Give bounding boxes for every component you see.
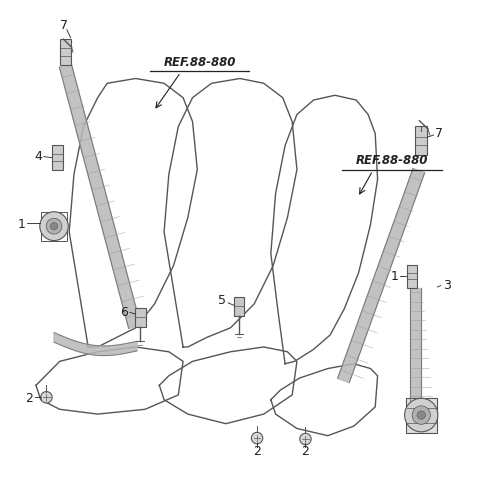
Text: 2: 2 xyxy=(25,391,33,404)
Circle shape xyxy=(252,432,263,444)
Text: 7: 7 xyxy=(60,19,69,32)
Text: REF.88-880: REF.88-880 xyxy=(164,56,236,69)
Text: 7: 7 xyxy=(435,126,443,139)
Polygon shape xyxy=(54,333,137,356)
Text: 2: 2 xyxy=(301,444,310,456)
Text: 1: 1 xyxy=(391,269,398,282)
Bar xyxy=(415,127,427,156)
Polygon shape xyxy=(337,169,425,383)
Circle shape xyxy=(41,392,52,403)
Polygon shape xyxy=(60,65,141,329)
Text: 6: 6 xyxy=(120,305,128,318)
Circle shape xyxy=(40,212,68,241)
Circle shape xyxy=(50,223,58,230)
Bar xyxy=(60,40,71,66)
Circle shape xyxy=(412,406,431,424)
Text: 4: 4 xyxy=(35,150,42,162)
Bar xyxy=(135,308,145,327)
Text: 3: 3 xyxy=(443,279,451,291)
Text: 2: 2 xyxy=(253,444,261,456)
Bar xyxy=(407,265,417,288)
Circle shape xyxy=(300,433,311,445)
FancyBboxPatch shape xyxy=(406,398,437,433)
Bar xyxy=(52,146,62,171)
Text: 5: 5 xyxy=(218,294,226,307)
Text: REF.88-880: REF.88-880 xyxy=(356,154,428,167)
Circle shape xyxy=(417,411,425,420)
Circle shape xyxy=(46,219,62,235)
Circle shape xyxy=(405,398,438,432)
Bar xyxy=(234,297,244,316)
Polygon shape xyxy=(410,288,421,401)
Text: 1: 1 xyxy=(18,217,26,230)
